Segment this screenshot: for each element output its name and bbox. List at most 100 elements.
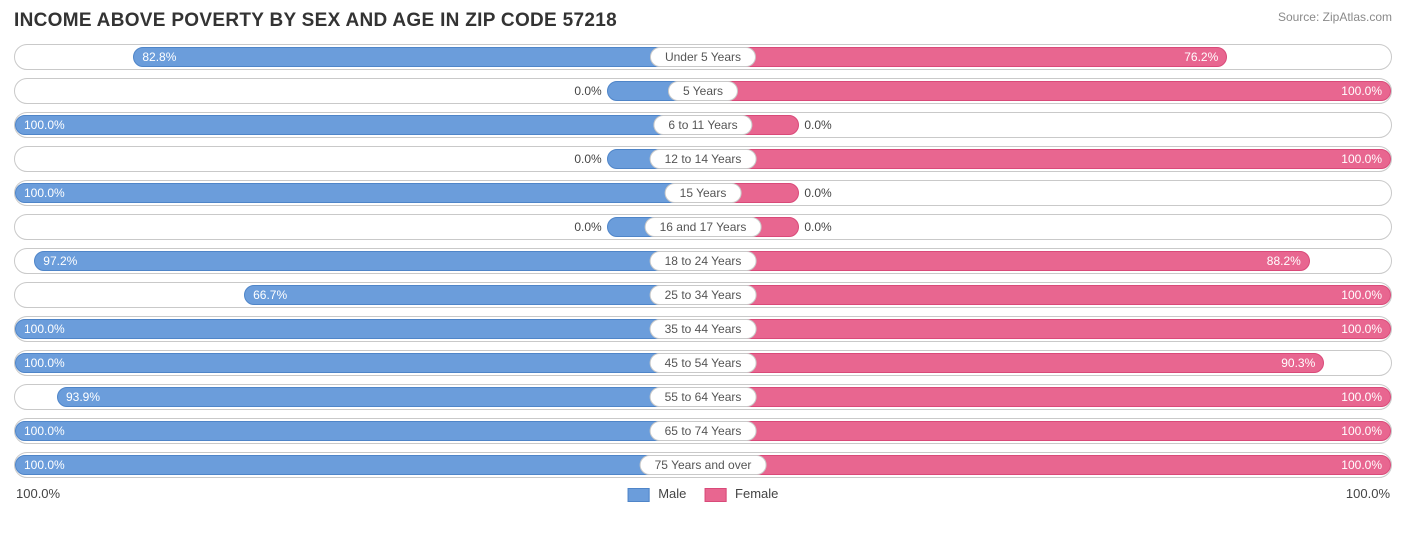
age-label: 18 to 24 Years xyxy=(650,251,757,271)
male-bar-value: 100.0% xyxy=(24,186,65,200)
female-half: 100.0% xyxy=(703,419,1391,443)
chart-row: 97.2% 88.2% 18 to 24 Years xyxy=(14,248,1392,274)
male-bar: 100.0% xyxy=(15,319,703,339)
age-label: 25 to 34 Years xyxy=(650,285,757,305)
axis-row: 100.0% Male Female 100.0% xyxy=(14,486,1392,506)
female-half: 0.0% xyxy=(703,113,1391,137)
age-label: 55 to 64 Years xyxy=(650,387,757,407)
chart-row: 100.0% 100.0% 75 Years and over xyxy=(14,452,1392,478)
female-bar-value: 0.0% xyxy=(804,118,831,132)
age-label: 65 to 74 Years xyxy=(650,421,757,441)
male-half: 82.8% xyxy=(15,45,703,69)
female-bar-value: 88.2% xyxy=(1267,254,1301,268)
female-bar-value: 100.0% xyxy=(1341,424,1382,438)
male-half: 66.7% xyxy=(15,283,703,307)
male-half: 97.2% xyxy=(15,249,703,273)
male-half: 0.0% xyxy=(15,215,703,239)
legend-female-label: Female xyxy=(735,486,778,501)
female-bar: 90.3% xyxy=(703,353,1324,373)
chart-area: 82.8%76.2%Under 5 Years 0.0% 100.0% 5 Years… xyxy=(14,44,1392,478)
female-bar: 76.2% xyxy=(703,47,1227,67)
male-bar: 100.0% xyxy=(15,421,703,441)
male-bar-value: 100.0% xyxy=(24,356,65,370)
chart-row: 93.9% 100.0% 55 to 64 Years xyxy=(14,384,1392,410)
female-half: 100.0% xyxy=(703,147,1391,171)
axis-right-label: 100.0% xyxy=(1346,486,1390,501)
female-bar-value: 0.0% xyxy=(804,186,831,200)
male-bar-value: 66.7% xyxy=(253,288,287,302)
male-bar-value: 100.0% xyxy=(24,322,65,336)
male-bar: 93.9% xyxy=(57,387,703,407)
male-bar-value: 100.0% xyxy=(24,424,65,438)
male-bar-value: 0.0% xyxy=(574,84,601,98)
legend: Male Female xyxy=(628,486,779,502)
age-label: 75 Years and over xyxy=(640,455,767,475)
male-bar: 100.0% xyxy=(15,353,703,373)
male-bar: 100.0% xyxy=(15,115,703,135)
male-half: 100.0% xyxy=(15,113,703,137)
male-bar-value: 100.0% xyxy=(24,458,65,472)
chart-row: 100.0%0.0%6 to 11 Years xyxy=(14,112,1392,138)
legend-female-swatch xyxy=(704,488,726,502)
female-bar-value: 100.0% xyxy=(1341,458,1382,472)
male-half: 100.0% xyxy=(15,351,703,375)
chart-row: 66.7% 100.0% 25 to 34 Years xyxy=(14,282,1392,308)
chart-row: 100.0% 100.0% 65 to 74 Years xyxy=(14,418,1392,444)
female-bar: 100.0% xyxy=(703,285,1391,305)
chart-source: Source: ZipAtlas.com xyxy=(1278,10,1392,24)
female-bar-value: 0.0% xyxy=(804,220,831,234)
female-half: 100.0% xyxy=(703,453,1391,477)
male-bar: 97.2% xyxy=(34,251,703,271)
age-label: 45 to 54 Years xyxy=(650,353,757,373)
male-bar-value: 0.0% xyxy=(574,220,601,234)
female-bar: 100.0% xyxy=(703,387,1391,407)
legend-male-label: Male xyxy=(658,486,686,501)
female-half: 76.2% xyxy=(703,45,1391,69)
age-label: 35 to 44 Years xyxy=(650,319,757,339)
chart-row: 100.0% 0.0% 15 Years xyxy=(14,180,1392,206)
female-bar-value: 90.3% xyxy=(1281,356,1315,370)
female-half: 88.2% xyxy=(703,249,1391,273)
female-bar-value: 100.0% xyxy=(1341,84,1382,98)
female-bar-value: 100.0% xyxy=(1341,152,1382,166)
female-half: 100.0% xyxy=(703,385,1391,409)
female-bar-value: 100.0% xyxy=(1341,322,1382,336)
age-label: 5 Years xyxy=(668,81,738,101)
male-half: 0.0% xyxy=(15,147,703,171)
male-half: 0.0% xyxy=(15,79,703,103)
female-bar-value: 100.0% xyxy=(1341,390,1382,404)
male-bar: 100.0% xyxy=(15,183,703,203)
female-half: 100.0% xyxy=(703,79,1391,103)
male-bar-value: 93.9% xyxy=(66,390,100,404)
female-half: 0.0% xyxy=(703,181,1391,205)
legend-female: Female xyxy=(704,486,778,502)
male-bar: 100.0% xyxy=(15,455,703,475)
chart-row: 0.0% 0.0% 16 and 17 Years xyxy=(14,214,1392,240)
female-bar-value: 100.0% xyxy=(1341,288,1382,302)
female-half: 90.3% xyxy=(703,351,1391,375)
female-half: 100.0% xyxy=(703,317,1391,341)
chart-row: 0.0% 100.0% 5 Years xyxy=(14,78,1392,104)
chart-row: 100.0% 100.0% 35 to 44 Years xyxy=(14,316,1392,342)
legend-male-swatch xyxy=(628,488,650,502)
female-bar: 100.0% xyxy=(703,81,1391,101)
female-half: 100.0% xyxy=(703,283,1391,307)
chart-header: INCOME ABOVE POVERTY BY SEX AND AGE IN Z… xyxy=(14,10,1392,32)
female-bar: 100.0% xyxy=(703,455,1391,475)
male-half: 100.0% xyxy=(15,317,703,341)
male-half: 93.9% xyxy=(15,385,703,409)
age-label: 15 Years xyxy=(665,183,742,203)
female-bar: 100.0% xyxy=(703,319,1391,339)
chart-title: INCOME ABOVE POVERTY BY SEX AND AGE IN Z… xyxy=(14,10,617,32)
age-label: 12 to 14 Years xyxy=(650,149,757,169)
chart-row: 0.0% 100.0% 12 to 14 Years xyxy=(14,146,1392,172)
age-label: Under 5 Years xyxy=(650,47,756,67)
male-half: 100.0% xyxy=(15,453,703,477)
axis-left-label: 100.0% xyxy=(16,486,60,501)
female-half: 0.0% xyxy=(703,215,1391,239)
male-bar: 66.7% xyxy=(244,285,703,305)
age-label: 16 and 17 Years xyxy=(645,217,762,237)
female-bar: 100.0% xyxy=(703,421,1391,441)
male-half: 100.0% xyxy=(15,181,703,205)
legend-male: Male xyxy=(628,486,687,502)
